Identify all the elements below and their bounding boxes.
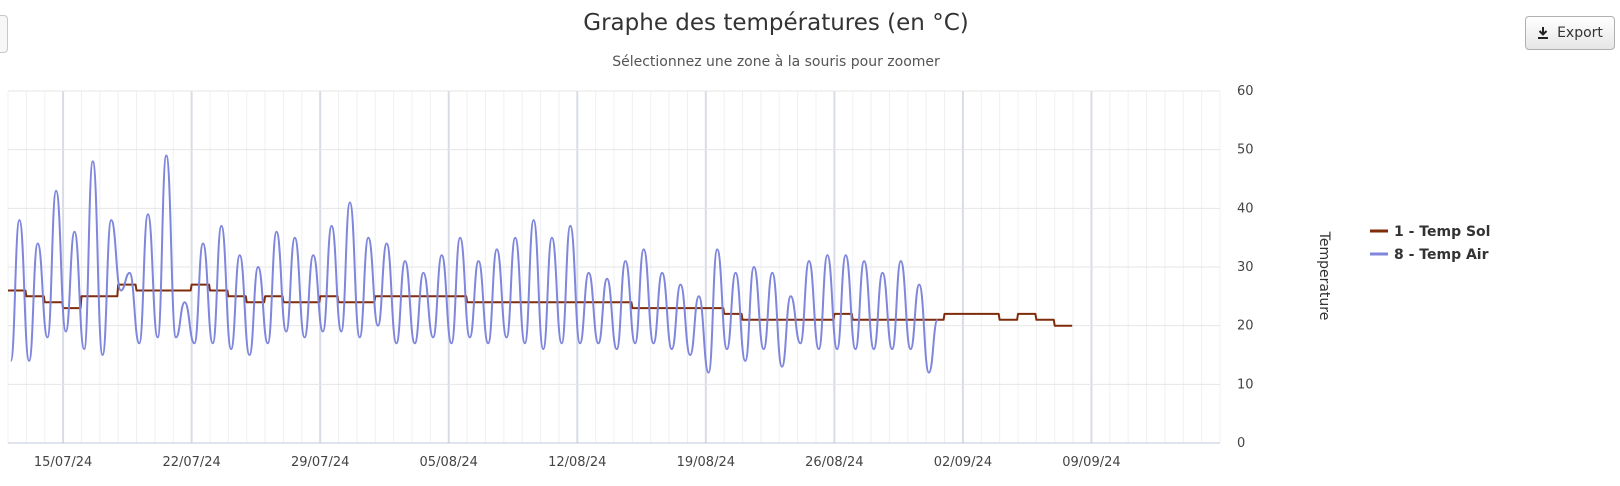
legend-label: 8 - Temp Air [1394, 247, 1489, 263]
x-tick-label: 15/07/24 [34, 455, 92, 470]
x-tick-label: 26/08/24 [805, 455, 863, 470]
x-tick-label: 02/09/24 [934, 455, 992, 470]
left-panel-edge [0, 15, 8, 53]
y-tick-label: 30 [1237, 260, 1254, 275]
grid-major [8, 90, 1220, 444]
y-tick-label: 50 [1237, 143, 1254, 158]
x-tick-label: 09/09/24 [1062, 455, 1120, 470]
series-layer [8, 154, 1073, 374]
export-label: Export [1557, 25, 1603, 41]
y-axis-label: Temperature [1316, 231, 1332, 321]
x-tick-label: 19/08/24 [677, 455, 735, 470]
y-tick-label: 0 [1237, 436, 1245, 451]
legend: 1 - Temp Sol 8 - Temp Air [1370, 224, 1490, 263]
x-tick-label: 05/08/24 [420, 455, 478, 470]
x-tick-label: 29/07/24 [291, 455, 349, 470]
chart-title: Graphe des températures (en °C) [583, 10, 969, 36]
chart-subtitle: Sélectionnez une zone à la souris pour z… [612, 54, 940, 70]
y-tick-label: 10 [1237, 377, 1254, 392]
series-line-temp-air [9, 154, 939, 374]
y-tick-label: 40 [1237, 201, 1254, 216]
x-tick-label: 22/07/24 [162, 455, 220, 470]
axis-layer: 15/07/24 22/07/24 29/07/24 05/08/24 12/08/24… [8, 84, 1254, 470]
export-button[interactable]: Export [1525, 16, 1615, 50]
x-tick-label: 12/08/24 [548, 455, 606, 470]
y-tick-label: 20 [1237, 319, 1254, 334]
download-icon [1538, 27, 1549, 39]
y-tick-label: 60 [1237, 84, 1254, 99]
legend-label: 1 - Temp Sol [1394, 224, 1490, 240]
